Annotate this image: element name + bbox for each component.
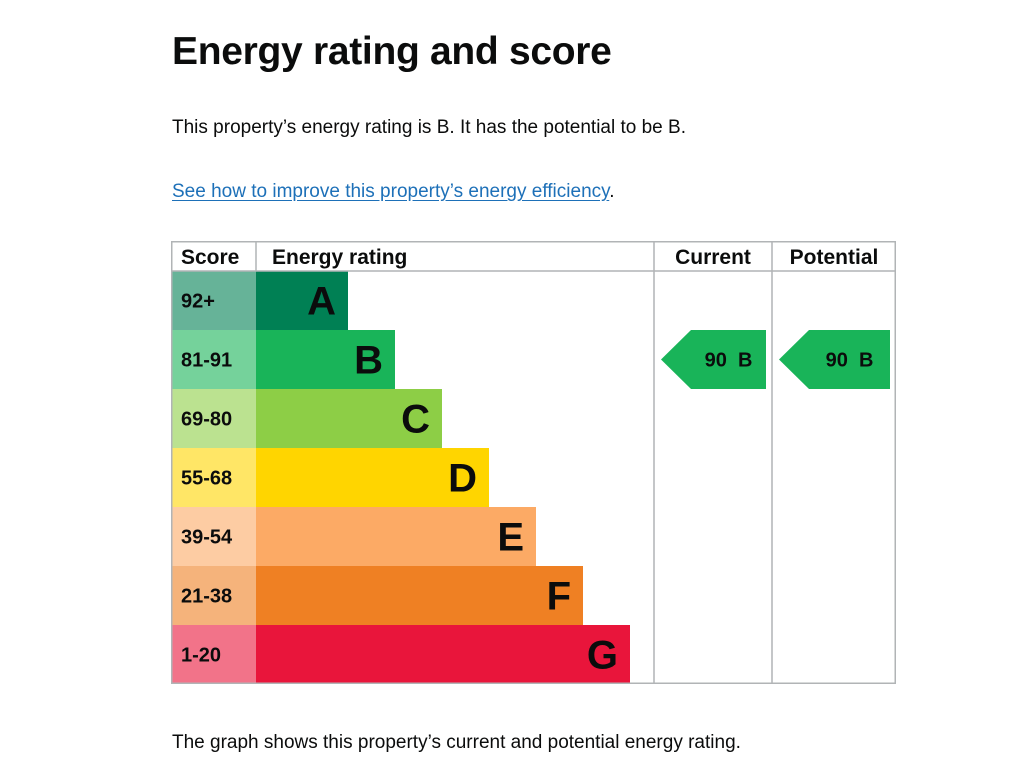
potential-rating-label: 90 B: [826, 350, 874, 372]
score-cell-d: [171, 448, 256, 507]
page-title: Energy rating and score: [172, 30, 612, 73]
score-cell-e: [171, 507, 256, 566]
rating-letter-d: D: [448, 457, 477, 501]
score-cell-f: [171, 566, 256, 625]
score-range-d: 55-68: [181, 468, 232, 490]
score-range-b: 81-91: [181, 350, 232, 372]
improve-link-suffix: .: [609, 181, 615, 202]
score-range-c: 69-80: [181, 409, 232, 431]
score-range-f: 21-38: [181, 586, 232, 608]
current-rating-arrow: [661, 330, 766, 389]
rating-bar-g: [256, 625, 630, 684]
improve-efficiency-link[interactable]: See how to improve this property’s energ…: [172, 181, 610, 202]
rating-bar-a: [256, 271, 348, 330]
potential-rating-arrow: [779, 330, 890, 389]
rating-bar-b: [256, 330, 395, 389]
energy-rating-chart: Score Energy rating Current Potential 92+ A 81…: [171, 241, 896, 684]
column-header-potential: Potential: [790, 246, 879, 269]
rating-letter-b: B: [354, 339, 383, 383]
rating-bar-d: [256, 448, 489, 507]
graph-description: The graph shows this property’s current …: [172, 732, 741, 753]
rating-letter-e: E: [497, 516, 524, 560]
current-rating-label: 90 B: [705, 350, 753, 372]
rating-letter-c: C: [401, 398, 430, 442]
score-cell-b: [171, 330, 256, 389]
chart-border: [171, 241, 896, 684]
rating-letter-g: G: [587, 634, 618, 678]
rating-letter-a: A: [307, 280, 336, 324]
energy-rating-summary: This property’s energy rating is B. It h…: [172, 117, 686, 138]
score-range-a: 92+: [181, 291, 215, 313]
score-cell-g: [171, 625, 256, 684]
rating-letter-f: F: [547, 575, 571, 619]
column-header-energy-rating: Energy rating: [272, 246, 407, 269]
score-range-g: 1-20: [181, 645, 221, 667]
column-header-current: Current: [675, 246, 751, 269]
score-cell-a: [171, 271, 256, 330]
score-range-e: 39-54: [181, 527, 233, 549]
column-header-score: Score: [181, 246, 239, 269]
energy-rating-graph: Score Energy rating Current Potential 92+ A 81…: [171, 241, 896, 684]
rating-bar-c: [256, 389, 442, 448]
improve-line: See how to improve this property’s energ…: [172, 180, 615, 204]
rating-bar-f: [256, 566, 583, 625]
rating-bar-e: [256, 507, 536, 566]
score-cell-c: [171, 389, 256, 448]
